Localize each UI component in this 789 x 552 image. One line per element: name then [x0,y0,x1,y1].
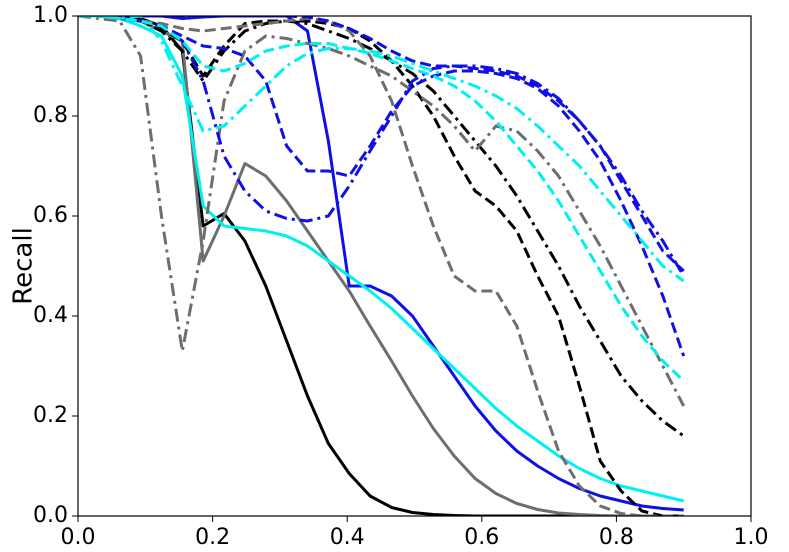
data-line [78,16,685,503]
x-tick-label: 0.4 [330,525,365,550]
data-line [78,16,685,438]
y-tick-label: 0.4 [33,303,68,328]
data-line [78,16,686,357]
plot-area [78,16,686,516]
y-axis-label: Recall [9,227,39,305]
data-line [78,16,685,383]
y-tick-label: 0.6 [33,203,68,228]
x-tick-label: 0.0 [61,525,96,550]
x-tick-label: 0.2 [195,525,230,550]
x-tick-label: 0.6 [464,525,499,550]
x-tick-label: 0.8 [599,525,634,550]
x-tick-label: 1.0 [734,525,769,550]
y-tick-label: 0.0 [33,503,68,528]
data-line [78,16,684,516]
y-tick-label: 0.2 [33,403,68,428]
data-line [78,16,685,283]
axes-frame [77,15,752,517]
y-tick-label: 1.0 [33,3,68,28]
y-tick-label: 0.8 [33,103,68,128]
data-line [78,16,686,407]
